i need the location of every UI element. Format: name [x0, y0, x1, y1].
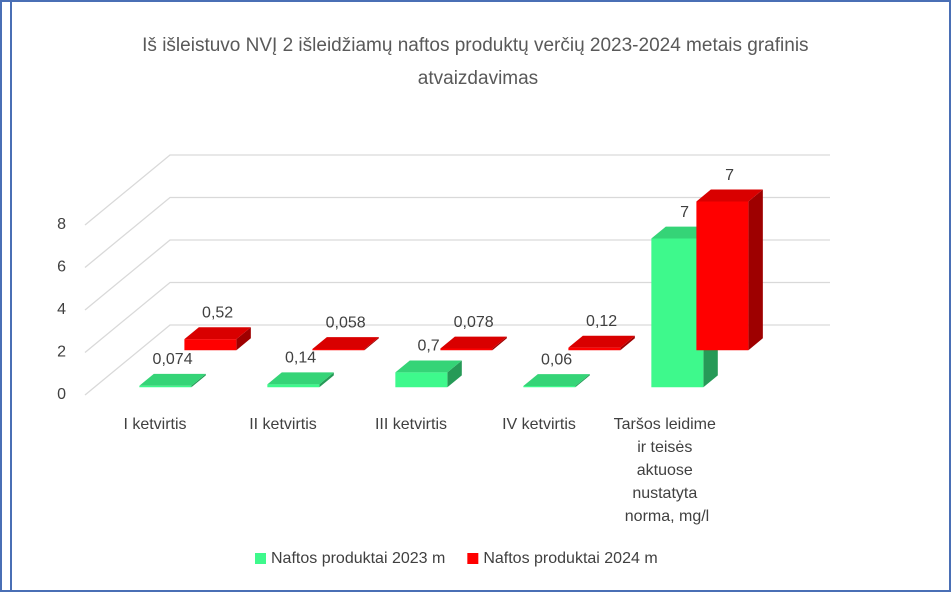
bar-side — [447, 360, 462, 388]
data-label: 0,12 — [586, 313, 617, 330]
bar-front — [139, 385, 192, 388]
grid-line — [84, 239, 830, 311]
bar-top — [440, 336, 507, 349]
y-tick-label: 0 — [57, 386, 66, 403]
grid-line — [84, 281, 830, 354]
x-tick-label: II ketvirtis — [249, 416, 317, 433]
bar-front — [696, 201, 749, 351]
grid-line — [84, 154, 830, 226]
bar-side — [191, 373, 206, 388]
bar — [523, 374, 590, 388]
legend-label: Naftos produktai 2023 m — [271, 550, 445, 567]
bar-side — [364, 337, 379, 351]
bar-side — [575, 374, 590, 388]
data-label: 0,074 — [153, 351, 193, 368]
bar — [696, 189, 763, 351]
bar-front — [267, 384, 320, 388]
bar-front — [184, 339, 237, 351]
bar-side — [492, 336, 507, 351]
bar-front — [651, 238, 704, 388]
data-label: 0,058 — [326, 314, 366, 331]
legend-swatch — [255, 553, 266, 564]
bar-top — [184, 327, 251, 340]
bar-front — [523, 386, 576, 388]
bar-side — [620, 335, 635, 351]
bar-side — [319, 372, 334, 388]
y-tick-label: 2 — [57, 344, 66, 361]
bar — [184, 327, 251, 351]
x-tick-label: III ketvirtis — [375, 416, 447, 433]
bar — [267, 372, 334, 388]
data-label: 0,52 — [202, 304, 233, 321]
bar-side — [748, 189, 763, 351]
x-tick-label: I ketvirtis — [123, 416, 186, 433]
x-tick-label: IV ketvirtis — [502, 416, 576, 433]
legend-label: Naftos produktai 2024 m — [483, 550, 657, 567]
x-tick-label: Taršos leidime ir teisės aktuose nustaty… — [614, 416, 721, 525]
bar-top — [568, 335, 635, 348]
bar-front — [568, 347, 621, 351]
bar — [312, 337, 379, 351]
y-tick-label: 6 — [57, 259, 66, 276]
bar-top — [312, 337, 379, 349]
data-label: 7 — [725, 167, 734, 184]
bar-top — [139, 373, 206, 386]
data-label: 0,06 — [541, 351, 572, 368]
data-label: 7 — [680, 204, 689, 221]
grid-line — [84, 324, 830, 396]
grid-line — [84, 196, 830, 269]
bar-front — [312, 348, 365, 351]
bar — [568, 335, 635, 351]
bar-top — [523, 374, 590, 387]
data-label: 0,7 — [417, 338, 439, 355]
bar-side — [236, 327, 251, 351]
bar — [139, 373, 206, 388]
legend-swatch — [467, 553, 479, 564]
bar-top — [395, 360, 462, 373]
bar-top — [696, 189, 763, 202]
bar-front — [395, 372, 448, 388]
bar — [440, 336, 507, 351]
bar — [395, 360, 462, 388]
y-tick-label: 4 — [57, 301, 66, 318]
y-tick-label: 8 — [57, 216, 66, 233]
bar-top — [267, 372, 334, 385]
chart-title: Iš išleistuvo NVĮ 2 išleidžiamų naftos p… — [142, 35, 814, 89]
data-label: 0,078 — [454, 314, 494, 331]
data-label: 0,14 — [285, 350, 316, 367]
bar-front — [440, 348, 493, 351]
